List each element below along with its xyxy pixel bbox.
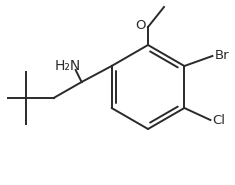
Text: Br: Br	[214, 48, 229, 61]
Text: O: O	[136, 18, 146, 31]
Text: Cl: Cl	[212, 115, 225, 127]
Text: H₂N: H₂N	[55, 59, 81, 73]
